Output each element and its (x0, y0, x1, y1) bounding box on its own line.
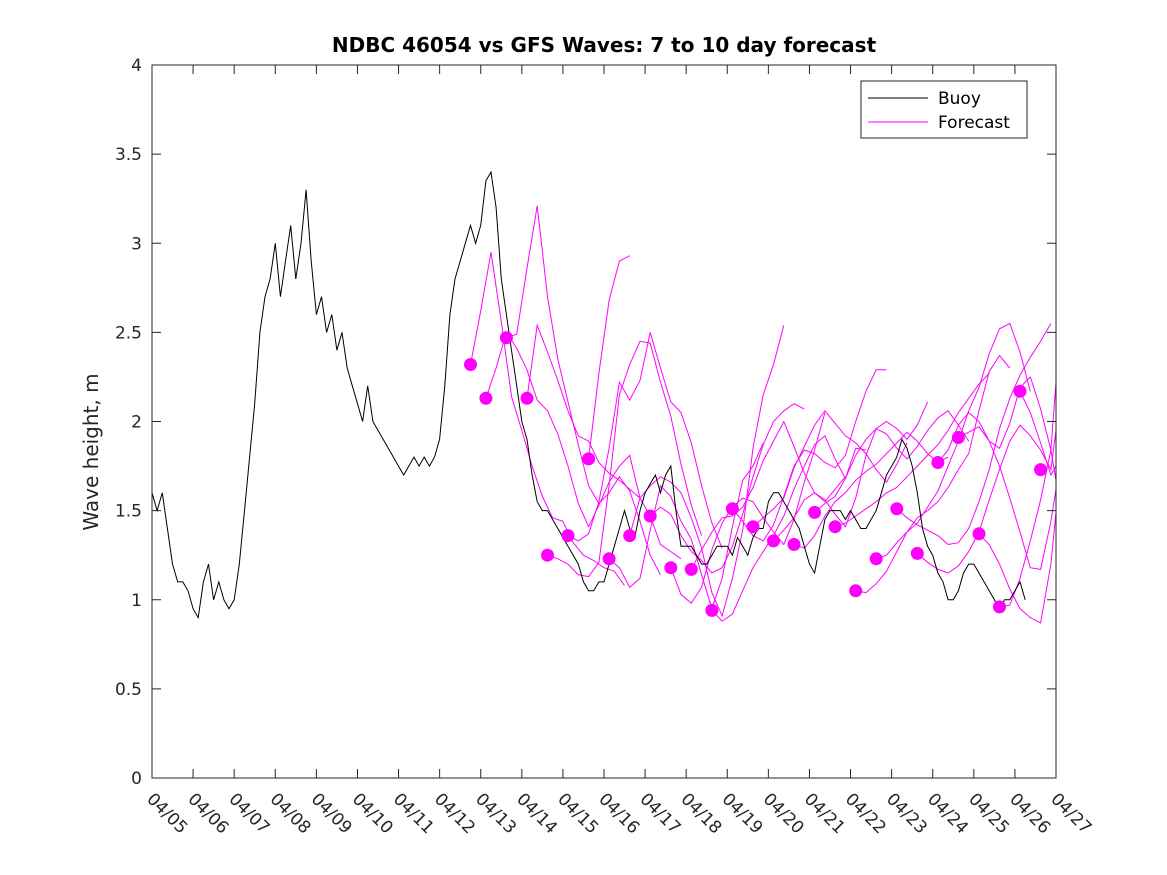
forecast-start-marker (582, 452, 596, 466)
forecast-start-marker (972, 527, 986, 541)
forecast-run-line (978, 512, 1057, 624)
forecast-start-marker (602, 552, 616, 566)
legend-forecast-label: Forecast (938, 113, 1010, 133)
forecast-run-line (999, 382, 1057, 608)
forecast-lines (470, 205, 1057, 624)
forecast-start-marker (951, 431, 965, 444)
forecast-run-line (876, 322, 1031, 560)
forecast-run-line (958, 426, 1057, 570)
forecast-run-line (470, 252, 625, 586)
forecast-run-line (732, 369, 887, 542)
forecast-run-line (526, 323, 682, 560)
forecast-start-marker (767, 534, 780, 548)
forecast-run-line (608, 442, 764, 611)
forecast-start-marker (479, 391, 493, 405)
forecast-run-line (793, 431, 949, 549)
forecast-start-marker (931, 456, 945, 469)
forecast-start-marker (684, 562, 698, 576)
y-tick-label: 0.5 (115, 680, 142, 700)
forecast-start-marker (849, 584, 863, 598)
y-tick-label: 4 (131, 56, 142, 76)
y-tick-label: 1 (131, 591, 142, 611)
forecast-start-marker (725, 502, 739, 516)
legend: Buoy Forecast (860, 80, 1028, 139)
y-axis: 0 0.5 1 1.5 2 2.5 3 3.5 4 (115, 56, 1056, 789)
forecast-run-line (649, 403, 805, 574)
legend-box (860, 80, 1028, 139)
forecast-run-line (814, 410, 970, 513)
forecast-start-marker (746, 520, 760, 534)
forecast-start-marker (464, 358, 477, 371)
forecast-start-marker (643, 509, 657, 523)
y-tick-label: 3.5 (115, 145, 142, 165)
forecast-start-marker (787, 538, 801, 551)
forecast-run-line (506, 205, 661, 576)
buoy-line (151, 170, 1026, 620)
buoy-line-group (151, 170, 1026, 620)
forecast-start-marker (993, 600, 1006, 614)
forecast-start-marker (499, 331, 513, 345)
forecast-run-line (711, 434, 867, 622)
chart-title: NDBC 46054 vs GFS Waves: 7 to 10 day for… (332, 33, 877, 57)
legend-buoy-label: Buoy (938, 89, 981, 109)
forecast-start-marker (869, 552, 883, 566)
forecast-run-line (834, 373, 990, 528)
forecast-run-line (855, 354, 1011, 594)
forecast-start-marker (890, 502, 904, 516)
forecast-start-marker (910, 546, 924, 560)
forecast-start-marker (1034, 463, 1048, 477)
y-tick-label: 1.5 (115, 502, 142, 522)
y-axis-label: Wave height, m (79, 373, 103, 530)
forecast-start-marker (520, 391, 534, 405)
forecast-start-marker (828, 520, 842, 534)
y-tick-label: 2.5 (115, 323, 142, 343)
forecast-start-marker (561, 529, 575, 543)
forecast-run-line (916, 424, 1057, 574)
forecast-run-line (773, 401, 929, 542)
forecast-run-line (567, 332, 723, 549)
plot-area (152, 65, 1056, 778)
y-tick-label: 0 (131, 769, 142, 789)
y-tick-label: 3 (131, 234, 142, 254)
forecast-run-line (547, 340, 703, 578)
forecast-start-marker (1013, 384, 1027, 398)
y-tick-label: 2 (131, 413, 142, 433)
forecast-start-marker (664, 561, 678, 575)
forecast-start-marker (623, 529, 637, 543)
forecast-run-line (588, 255, 630, 459)
forecast-run-line (1019, 390, 1057, 477)
forecast-run-line (690, 420, 846, 570)
forecast-start-marker (705, 603, 719, 617)
forecast-start-marker (541, 548, 554, 562)
forecast-run-line (937, 375, 1057, 481)
forecast-run-line (670, 412, 826, 605)
forecast-run-line (752, 409, 908, 528)
forecast-markers (464, 331, 1048, 617)
forecast-start-marker (808, 505, 822, 519)
